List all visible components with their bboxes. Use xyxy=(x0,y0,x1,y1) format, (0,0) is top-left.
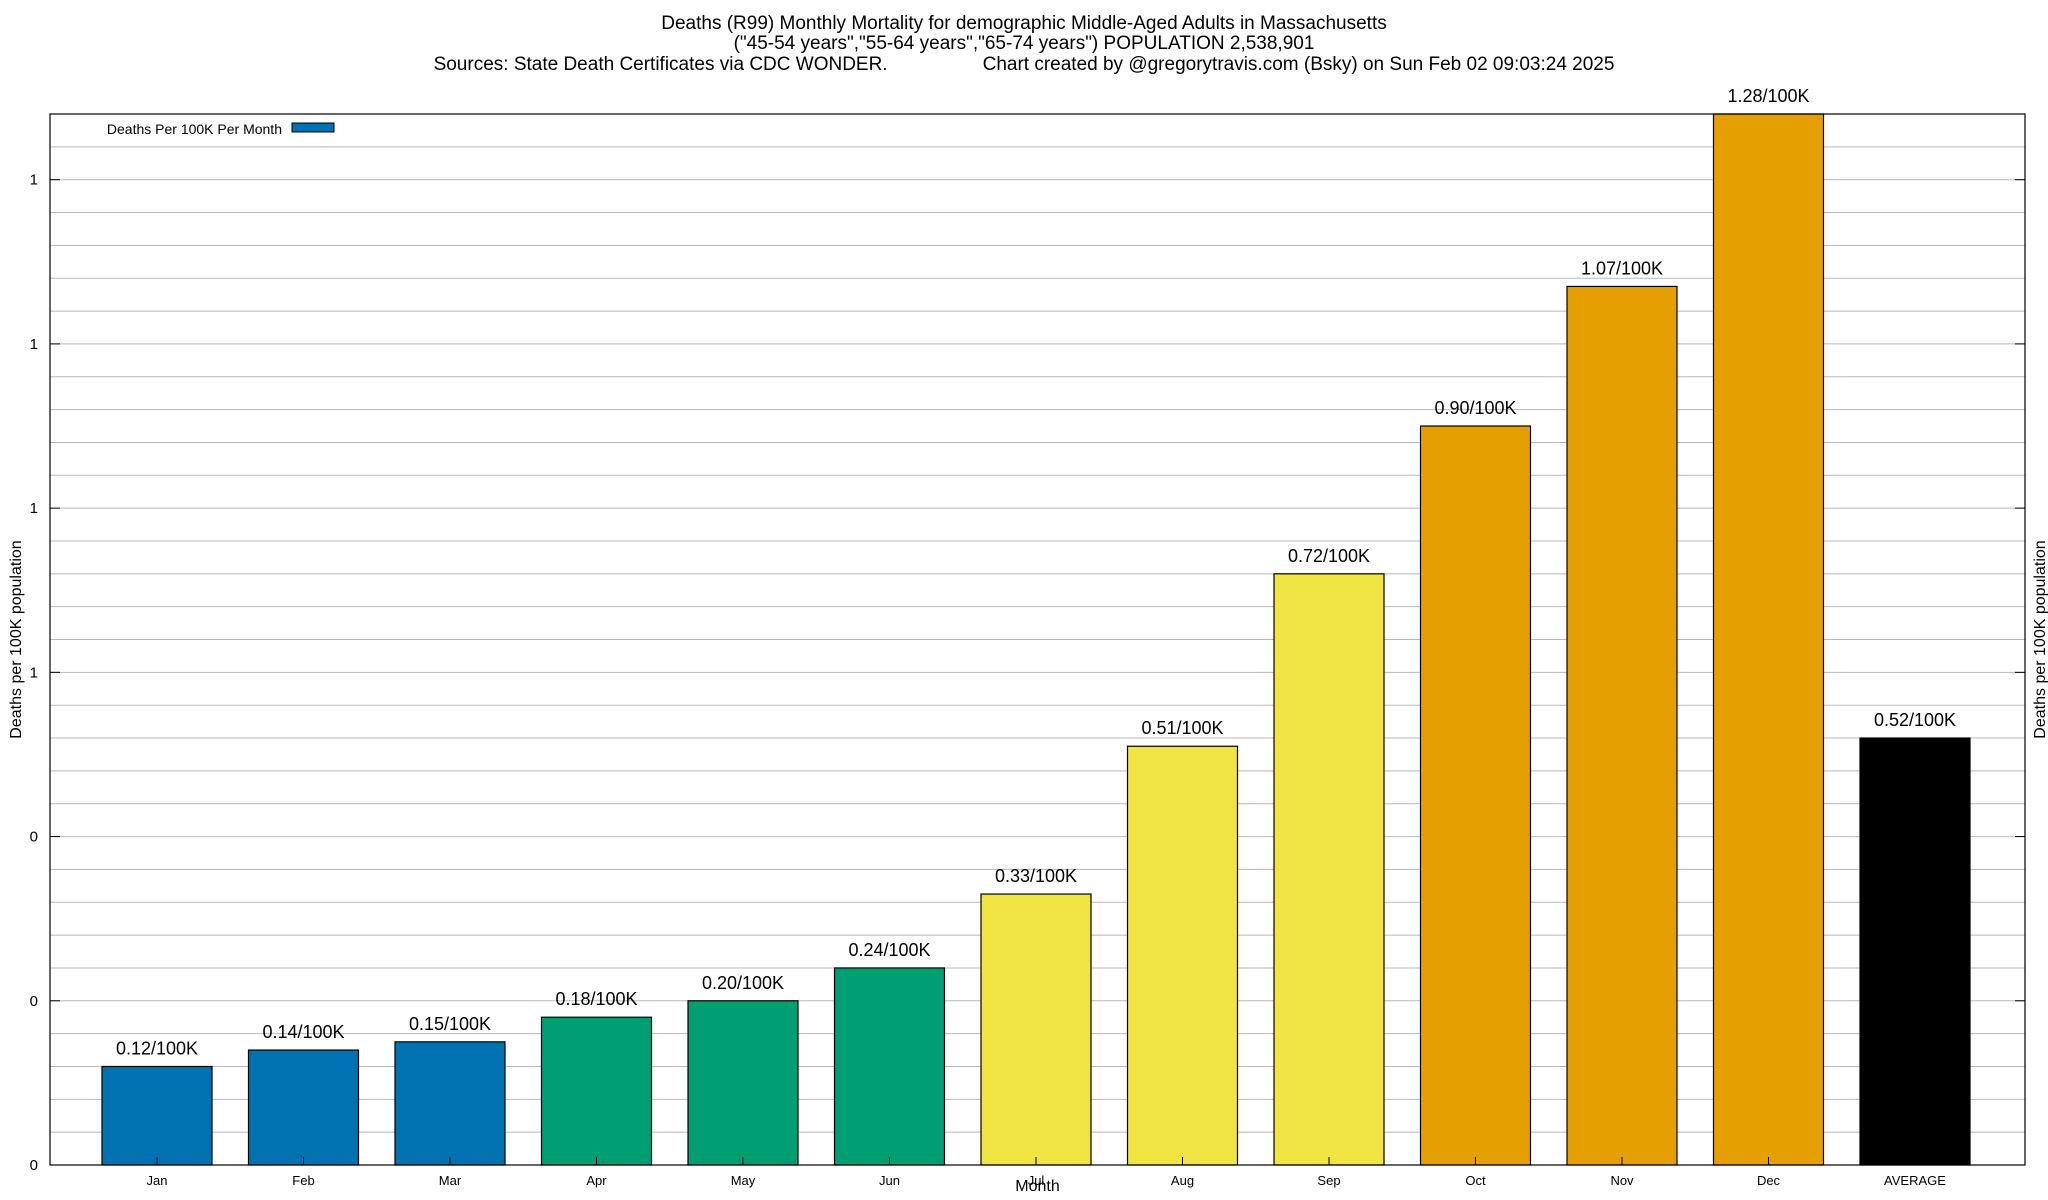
bar-value-label: 0.24/100K xyxy=(848,940,930,960)
legend-swatch xyxy=(291,122,335,133)
bar-average xyxy=(1859,737,1971,1166)
x-tick-label: Aug xyxy=(1171,1173,1194,1188)
bar-dec xyxy=(1712,113,1825,1166)
y-tick-label: 1 xyxy=(30,336,38,353)
bar-feb xyxy=(247,1049,360,1166)
x-tick-label: Oct xyxy=(1465,1173,1486,1188)
bar-value-label: 0.20/100K xyxy=(702,973,784,993)
bar-value-label: 0.12/100K xyxy=(116,1038,198,1058)
y-tick-label: 1 xyxy=(30,500,38,517)
bar-value-label: 0.14/100K xyxy=(262,1022,344,1042)
x-tick-label: Sep xyxy=(1317,1173,1340,1188)
bar-sep xyxy=(1273,573,1385,1166)
x-tick-label: Dec xyxy=(1757,1173,1781,1188)
bar-value-label: 0.15/100K xyxy=(409,1014,491,1034)
bar-oct xyxy=(1419,425,1532,1166)
chart-subtitle: ("45-54 years","55-64 years","65-74 year… xyxy=(733,33,1315,54)
bar-apr xyxy=(540,1016,653,1166)
x-tick-label: Feb xyxy=(292,1173,314,1188)
bar-value-label: 1.28/100K xyxy=(1727,86,1809,106)
x-tick-label: AVERAGE xyxy=(1884,1173,1946,1188)
legend: Deaths Per 100K Per Month xyxy=(107,121,335,137)
bar-mar xyxy=(394,1041,506,1166)
bar-value-label: 0.33/100K xyxy=(995,866,1077,886)
x-tick-label: Nov xyxy=(1610,1173,1634,1188)
y-ticks: 0 0 0 1 1 1 1 xyxy=(30,172,2025,1174)
x-axis-label: Month xyxy=(1015,1178,1059,1195)
credit-note: Chart created by @gregorytravis.com (Bsk… xyxy=(982,54,1615,75)
x-ticks: Jan Feb Mar Apr May Jun Jul Aug Sep Oct Nov Dec AVER… xyxy=(147,1157,1946,1188)
x-tick-label: May xyxy=(731,1173,756,1188)
plot-frame xyxy=(49,113,2026,1166)
bar-value-label: 0.18/100K xyxy=(555,989,637,1009)
bar-value-label: 1.07/100K xyxy=(1581,258,1663,278)
x-tick-label: Mar xyxy=(439,1173,462,1188)
y-tick-label: 1 xyxy=(30,172,38,189)
x-tick-label: Apr xyxy=(586,1173,607,1188)
bar-value-label: 0.51/100K xyxy=(1141,718,1223,738)
bar-may xyxy=(687,1000,799,1166)
y2-axis-label: Deaths per 100K population xyxy=(2032,540,2048,738)
bar-jan xyxy=(101,1065,213,1166)
legend-label: Deaths Per 100K Per Month xyxy=(107,121,282,137)
bar-jul xyxy=(980,893,1092,1166)
y-tick-label: 1 xyxy=(30,664,38,681)
sources-note: Sources: State Death Certificates via CD… xyxy=(433,54,888,75)
bar-nov xyxy=(1566,285,1678,1166)
y-tick-label: 0 xyxy=(30,829,38,846)
y-axis-label: Deaths per 100K population xyxy=(8,540,25,738)
y-tick-label: 0 xyxy=(30,1157,38,1174)
chart-sources-line: Sources: State Death Certificates via CD… xyxy=(0,55,2048,75)
bar-jun xyxy=(833,967,946,1166)
x-tick-label: Jul xyxy=(1028,1173,1045,1188)
bar-value-label: 0.72/100K xyxy=(1288,546,1370,566)
bar-value-label: 0.90/100K xyxy=(1434,398,1516,418)
x-tick-label: Jan xyxy=(147,1173,168,1188)
bars: 0.12/100K 0.14/100K 0.15/100K 0.18/100K 0.20… xyxy=(101,86,1971,1166)
chart-title: Deaths (R99) Monthly Mortality for demog… xyxy=(661,13,1387,34)
x-tick-label: Jun xyxy=(879,1173,900,1188)
bar-aug xyxy=(1126,745,1239,1166)
y-tick-label: 0 xyxy=(30,993,38,1010)
bar-value-label: 0.52/100K xyxy=(1874,710,1956,730)
